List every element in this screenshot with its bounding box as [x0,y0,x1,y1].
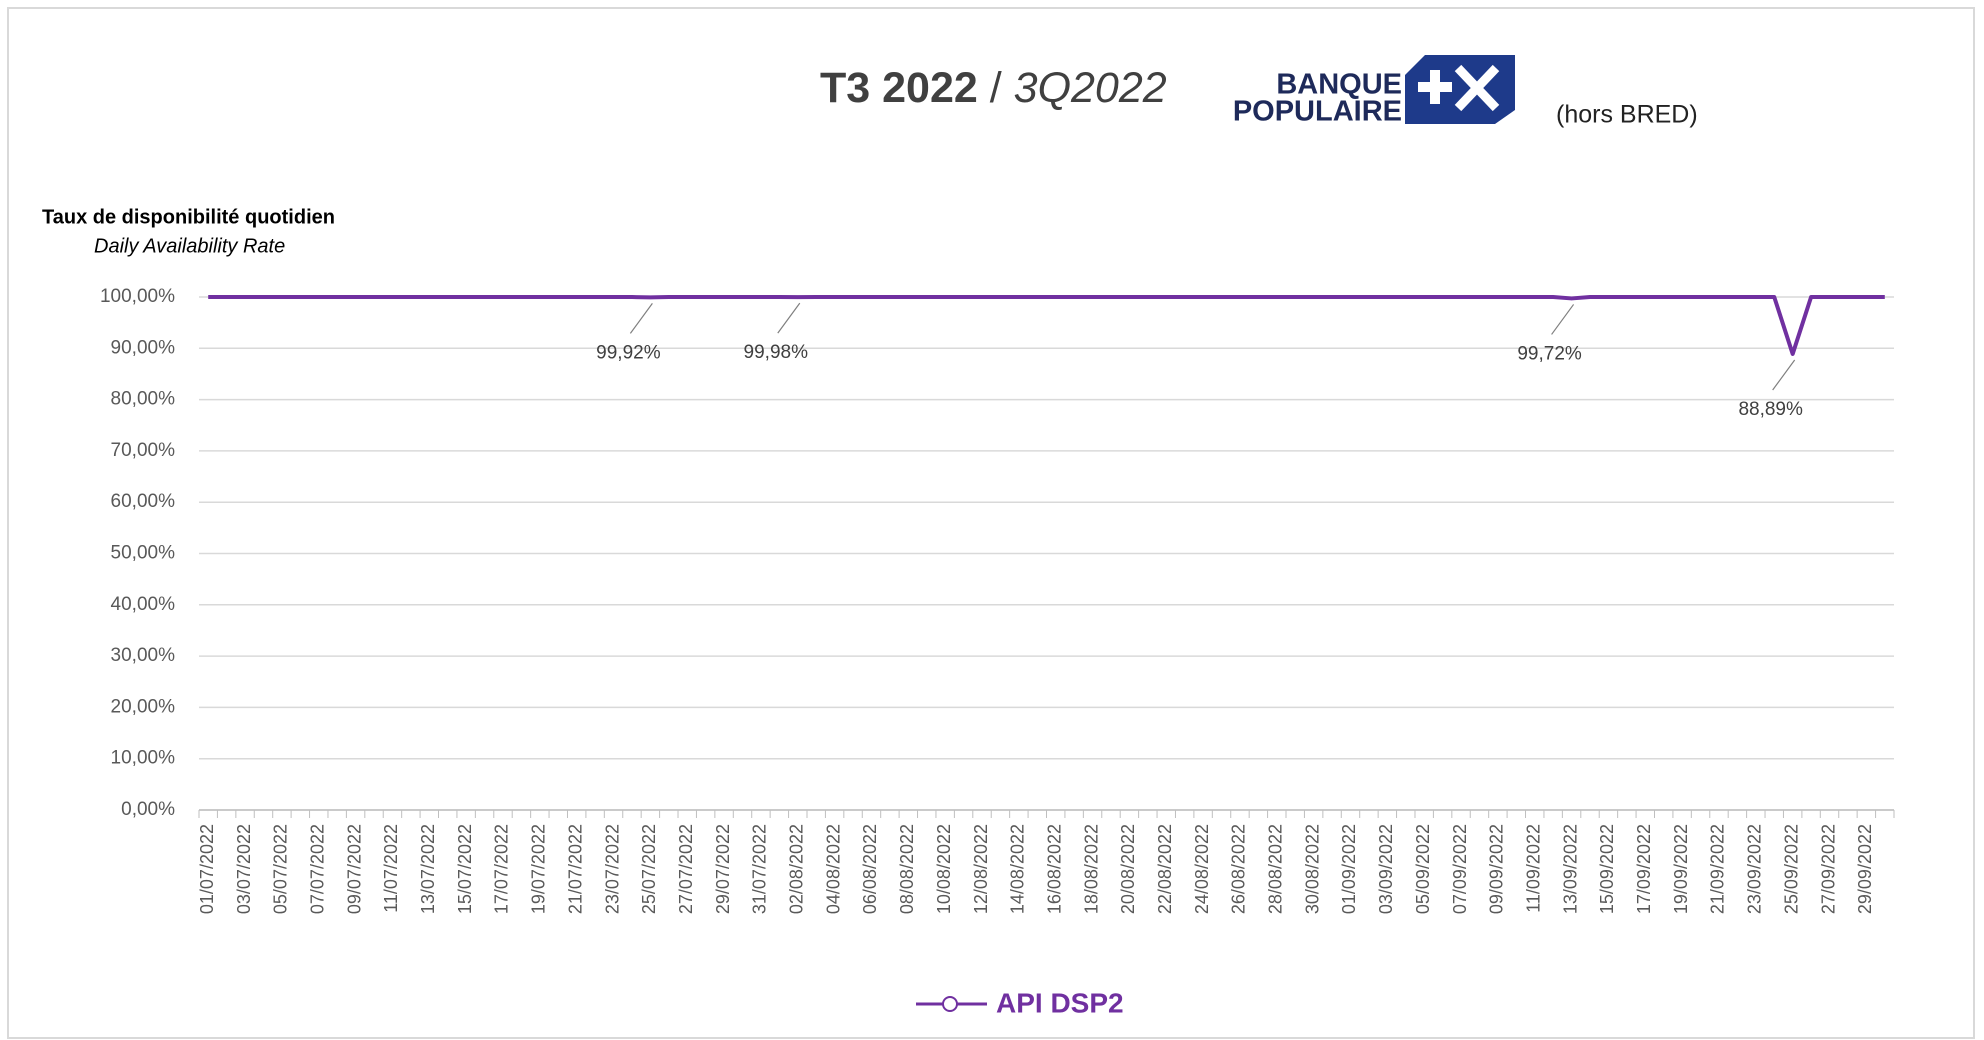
x-tick-label: 24/08/2022 [1192,824,1212,914]
x-tick-label: 27/09/2022 [1818,824,1838,914]
y-tick-label: 20,00% [111,696,176,717]
legend-label: API DSP2 [996,987,1124,1018]
x-tick-label: 23/09/2022 [1745,824,1765,914]
title-sep: / [990,64,1002,112]
label-leader [629,303,653,334]
x-tick-label: 31/07/2022 [750,824,770,914]
y-axis-subtitle: Daily Availability Rate [94,235,285,257]
x-tick-label: 27/07/2022 [676,824,696,914]
x-tick-label: 25/09/2022 [1781,824,1801,914]
x-tick-label: 02/08/2022 [787,824,807,914]
legend-marker [942,996,958,1012]
logo-text: BANQUE [1276,69,1402,101]
x-tick-label: 07/09/2022 [1450,824,1470,914]
y-tick-label: 70,00% [111,440,176,461]
title-main: T3 2022 [820,64,978,112]
x-tick-label: 25/07/2022 [639,824,659,914]
y-tick-label: 100,00% [100,286,175,307]
note: (hors BRED) [1556,101,1698,129]
x-tick-label: 09/07/2022 [344,824,364,914]
title-alt: 3Q2022 [1014,64,1167,112]
x-tick-label: 17/09/2022 [1634,824,1654,914]
data-label: 99,98% [744,342,809,363]
x-tick-label: 13/07/2022 [418,824,438,914]
y-tick-label: 50,00% [111,543,176,564]
x-tick-label: 21/09/2022 [1708,824,1728,914]
x-tick-label: 06/08/2022 [860,824,880,914]
x-tick-label: 04/08/2022 [823,824,843,914]
x-tick-label: 12/08/2022 [971,824,991,914]
x-tick-label: 08/08/2022 [897,824,917,914]
logo-x [1454,64,1500,112]
x-tick-label: 29/07/2022 [713,824,733,914]
y-tick-label: 90,00% [111,337,176,358]
x-tick-label: 19/09/2022 [1671,824,1691,914]
x-tick-label: 21/07/2022 [565,824,585,914]
x-tick-label: 11/09/2022 [1523,824,1543,913]
x-tick-label: 20/08/2022 [1118,824,1138,914]
y-tick-label: 40,00% [111,594,176,615]
y-tick-label: 0,00% [121,799,175,820]
frame [7,7,1975,1039]
x-tick-label: 05/09/2022 [1413,824,1433,914]
x-tick-label: 16/08/2022 [1044,824,1064,914]
series-line [208,295,1885,356]
y-tick-label: 80,00% [111,389,176,410]
x-tick-label: 10/08/2022 [934,824,954,914]
x-tick-label: 07/07/2022 [308,824,328,914]
chart-title: T3 2022 / 3Q2022 [820,64,1167,112]
x-tick-label: 17/07/2022 [492,824,512,914]
x-tick-label: 01/07/2022 [197,824,217,914]
data-label: 99,92% [596,342,661,363]
y-tick-label: 30,00% [111,645,176,666]
logo-text: POPULAIRE [1233,96,1402,128]
x-tick-label: 23/07/2022 [602,824,622,914]
legend: API DSP2 [916,987,1124,1018]
x-tick-label: 15/09/2022 [1597,824,1617,914]
x-tick-label: 29/09/2022 [1855,824,1875,914]
x-tick-label: 01/09/2022 [1339,824,1359,914]
x-tick-label: 28/08/2022 [1266,824,1286,914]
logo: BANQUE POPULAIRE [1233,55,1515,128]
x-tick-label: 05/07/2022 [271,824,291,914]
x-tick-label: 09/09/2022 [1487,824,1507,914]
y-axis-title: Taux de disponibilité quotidien [42,206,335,228]
x-tick-label: 18/08/2022 [1081,824,1101,914]
x-tick-label: 30/08/2022 [1302,824,1322,914]
y-tick-label: 10,00% [111,748,176,769]
logo-plus [1430,70,1440,104]
x-tick-label: 13/09/2022 [1560,824,1580,914]
x-tick-label: 03/09/2022 [1376,824,1396,914]
x-tick-label: 11/07/2022 [381,824,401,913]
x-tick-label: 15/07/2022 [455,824,475,914]
data-label: 88,89% [1738,399,1803,420]
label-leader [1772,359,1796,391]
label-leader [1551,304,1575,335]
x-tick-label: 03/07/2022 [234,824,254,914]
data-label: 99,72% [1517,343,1582,364]
x-tick-label: 14/08/2022 [1008,824,1028,914]
x-tick-label: 22/08/2022 [1155,824,1175,914]
x-tick-label: 26/08/2022 [1229,824,1249,914]
x-tick-label: 19/07/2022 [529,824,549,914]
y-tick-label: 60,00% [111,491,176,512]
label-leader [777,302,801,334]
